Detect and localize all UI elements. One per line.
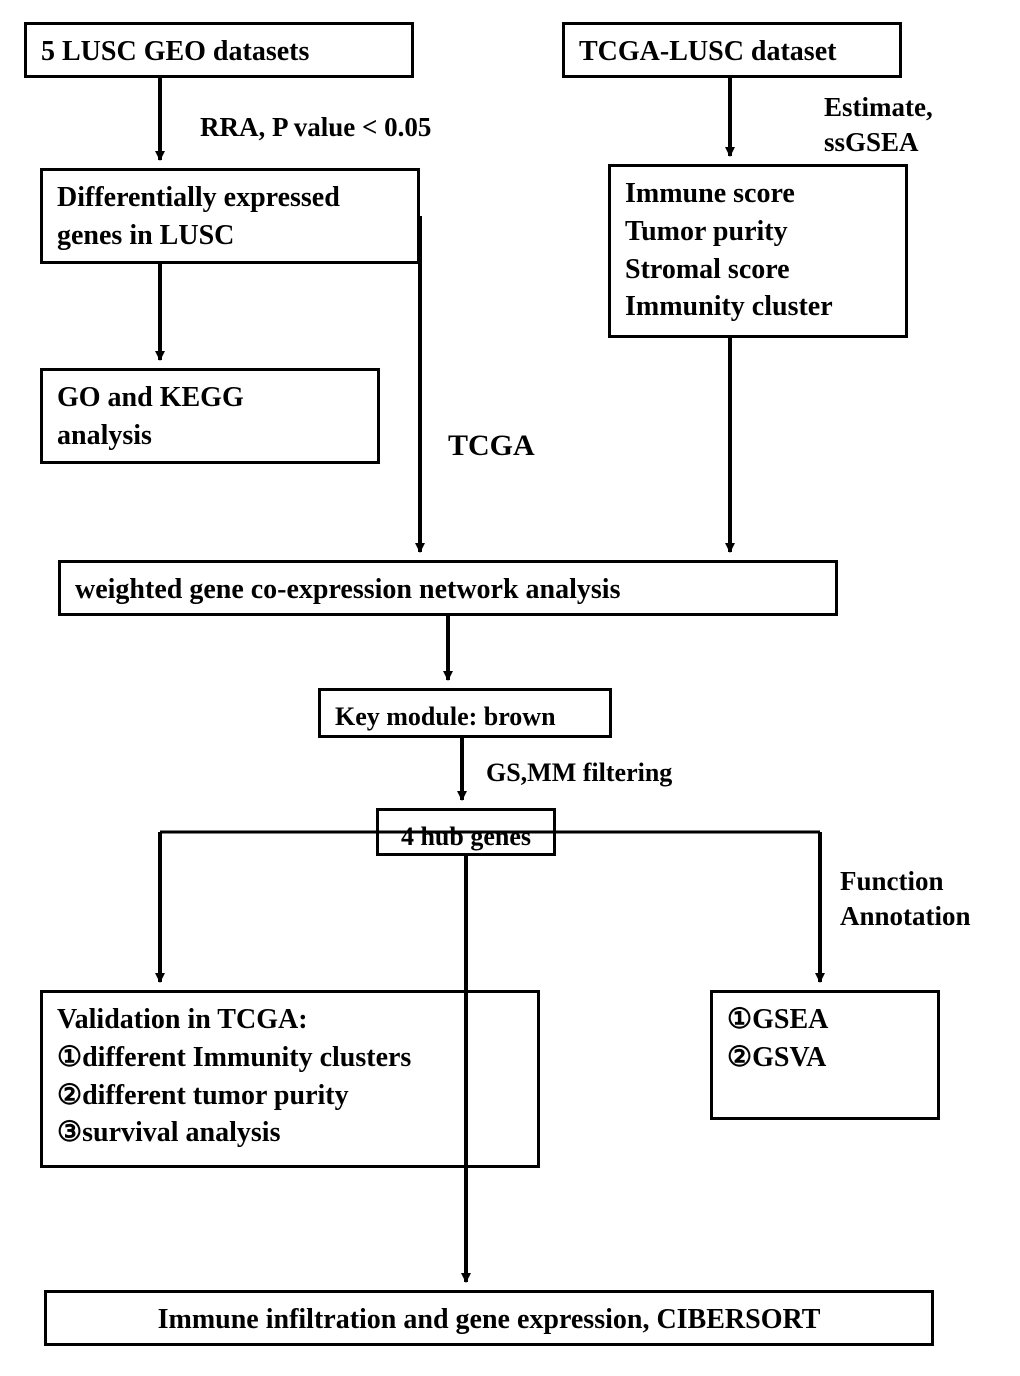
- text: Key module: brown: [335, 702, 556, 731]
- box-scores: Immune score Tumor purity Stromal score …: [608, 164, 908, 338]
- text: weighted gene co-expression network anal…: [75, 574, 620, 605]
- text: TCGA: [448, 429, 535, 462]
- box-validation: Validation in TCGA: ①different Immunity …: [40, 990, 540, 1168]
- box-wgcna: weighted gene co-expression network anal…: [58, 560, 838, 616]
- line2: ②GSVA: [727, 1039, 923, 1077]
- box-cibersort: Immune infiltration and gene expression,…: [44, 1290, 934, 1346]
- text: GS,MM filtering: [486, 758, 672, 787]
- text: RRA, P value < 0.05: [200, 112, 431, 142]
- line1: Validation in TCGA:: [57, 1001, 523, 1039]
- text: 5 LUSC GEO datasets: [41, 36, 309, 67]
- line2: analysis: [57, 417, 363, 455]
- line4: ③survival analysis: [57, 1114, 523, 1152]
- label-function-annotation: Function Annotation: [840, 864, 971, 934]
- line1: ①GSEA: [727, 1001, 923, 1039]
- box-degs: Differentially expressed genes in LUSC: [40, 168, 420, 264]
- box-gsea-gsva: ①GSEA ②GSVA: [710, 990, 940, 1120]
- line1: Estimate,: [824, 90, 933, 125]
- box-go-kegg: GO and KEGG analysis: [40, 368, 380, 464]
- label-tcga-mid: TCGA: [448, 426, 535, 465]
- text: 4 hub genes: [401, 822, 531, 851]
- line1: GO and KEGG: [57, 379, 363, 417]
- text: TCGA-LUSC dataset: [579, 36, 836, 67]
- box-key-module: Key module: brown: [318, 688, 612, 738]
- line1: Function: [840, 864, 971, 899]
- line1: Immune score: [625, 175, 891, 213]
- box-geo-datasets: 5 LUSC GEO datasets: [24, 22, 414, 78]
- label-estimate: Estimate, ssGSEA: [824, 90, 933, 160]
- line2: Annotation: [840, 899, 971, 934]
- label-gsmm: GS,MM filtering: [486, 756, 672, 790]
- line2: Tumor purity: [625, 213, 891, 251]
- line2: genes in LUSC: [57, 217, 403, 255]
- line3: ②different tumor purity: [57, 1077, 523, 1115]
- line4: Immunity cluster: [625, 288, 891, 326]
- box-hub-genes: 4 hub genes: [376, 808, 556, 856]
- line2: ①different Immunity clusters: [57, 1039, 523, 1077]
- box-tcga-lusc-dataset: TCGA-LUSC dataset: [562, 22, 902, 78]
- label-rra: RRA, P value < 0.05: [200, 110, 431, 145]
- line2: ssGSEA: [824, 125, 933, 160]
- line1: Differentially expressed: [57, 179, 403, 217]
- line3: Stromal score: [625, 251, 891, 289]
- text: Immune infiltration and gene expression,…: [158, 1304, 821, 1335]
